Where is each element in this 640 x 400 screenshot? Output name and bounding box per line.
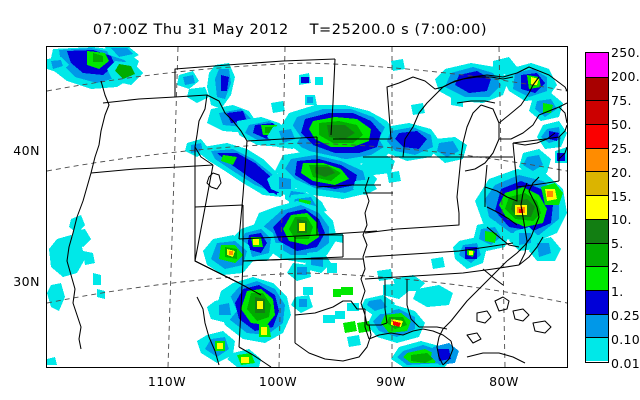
colorbar-band-2 (586, 100, 608, 125)
figure-title: 07:00Z Thu 31 May 2012 T=25200.0 s (7:00… (92, 22, 488, 38)
colorbar-band-10 (586, 289, 608, 314)
colorbar (585, 52, 609, 363)
colorbar-label-11: 0.25 (611, 308, 640, 324)
colorbar-band-5 (586, 171, 608, 196)
colorbar-band-9 (586, 266, 608, 290)
colorbar-band-0 (586, 53, 608, 77)
precipitation-field (47, 47, 567, 367)
map-borders (66, 58, 567, 367)
colorbar-band-7 (586, 218, 608, 243)
colorbar-label-9: 2. (611, 260, 624, 276)
graticule-gridlines (47, 47, 567, 367)
colorbar-label-2: 75. (611, 92, 632, 108)
precip-cell-oklahoma-texas (197, 277, 313, 367)
y-axis-tick-30n: 30N (13, 274, 40, 289)
colorbar-band-11 (586, 313, 608, 338)
map-plot-area (46, 46, 568, 368)
precip-cells-scattered (273, 73, 425, 297)
x-axis-tick-100w: 100W (258, 374, 298, 389)
colorbar-band-12 (586, 337, 608, 361)
map-canvas (47, 47, 567, 367)
x-axis-tick-90w: 90W (376, 374, 406, 389)
colorbar-label-8: 5. (611, 236, 624, 252)
precip-cell-gulf-coast (323, 283, 453, 343)
colorbar-band-3 (586, 124, 608, 148)
colorbar-band-4 (586, 147, 608, 172)
y-axis-tick-40n: 40N (13, 143, 40, 158)
colorbar-label-6: 15. (611, 188, 632, 204)
x-axis-tick-80w: 80W (489, 374, 519, 389)
colorbar-band-6 (586, 195, 608, 219)
colorbar-label-7: 10. (611, 212, 632, 228)
colorbar-label-0: 250. (611, 45, 640, 60)
colorbar-label-4: 25. (611, 140, 632, 156)
precip-cell-pacific-northwest (47, 47, 143, 89)
colorbar-label-12: 0.10 (611, 332, 640, 348)
precip-cell-south-florida (391, 341, 459, 367)
x-axis-tick-110w: 110W (147, 374, 187, 389)
precip-cell-missouri-kansas (203, 201, 343, 281)
precip-cell-northern-rockies (177, 63, 323, 147)
colorbar-label-10: 1. (611, 284, 624, 300)
colorbar-band-1 (586, 76, 608, 101)
colorbar-label-1: 200. (611, 68, 640, 84)
colorbar-label-5: 20. (611, 164, 632, 180)
precip-cell-bahamas (347, 227, 539, 347)
colorbar-label-13: 0.01 (611, 356, 640, 371)
colorbar-band-8 (586, 242, 608, 267)
precip-cell-california-coast (47, 215, 105, 365)
colorbar-label-3: 50. (611, 116, 632, 132)
